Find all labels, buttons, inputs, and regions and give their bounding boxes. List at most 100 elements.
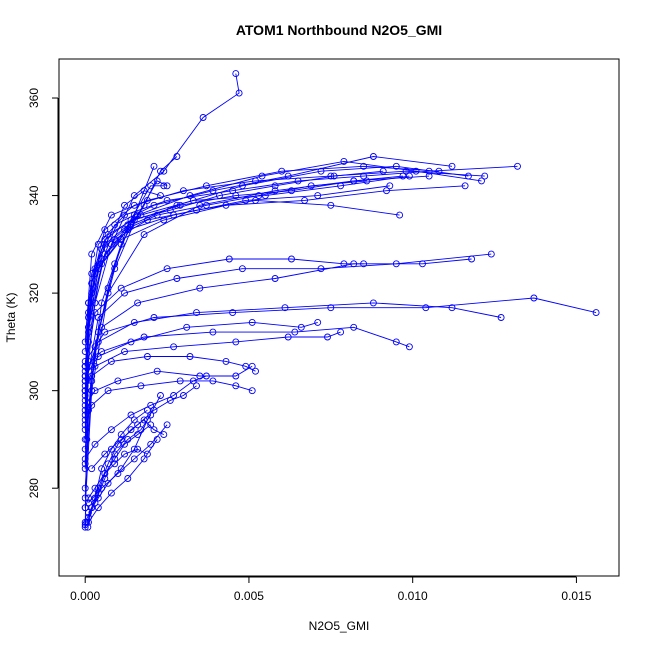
data-point bbox=[147, 421, 155, 429]
data-series bbox=[81, 162, 443, 346]
data-point bbox=[111, 455, 119, 463]
series-line bbox=[91, 385, 197, 470]
data-point bbox=[121, 211, 128, 219]
data-point bbox=[147, 401, 155, 409]
data-point bbox=[104, 387, 112, 395]
series-line bbox=[84, 185, 390, 411]
data-point bbox=[186, 192, 194, 200]
data-point bbox=[81, 387, 89, 395]
data-point bbox=[235, 89, 243, 97]
data-point bbox=[153, 211, 161, 219]
data-point bbox=[130, 201, 138, 209]
data-point bbox=[101, 236, 109, 243]
data-point bbox=[209, 328, 217, 336]
data-point bbox=[248, 387, 256, 395]
data-point bbox=[88, 465, 96, 473]
data-point bbox=[143, 353, 151, 360]
data-point bbox=[163, 265, 171, 273]
data-point bbox=[369, 153, 377, 160]
x-axis-label: N2O5_GMI bbox=[309, 619, 370, 633]
data-point bbox=[114, 377, 122, 385]
series-line bbox=[84, 185, 164, 469]
y-axis-label: Theta (K) bbox=[4, 292, 18, 342]
data-series bbox=[81, 445, 151, 512]
data-point bbox=[448, 304, 456, 312]
data-point bbox=[121, 440, 128, 448]
data-point bbox=[140, 455, 148, 463]
data-point bbox=[186, 353, 194, 360]
data-series bbox=[85, 392, 164, 517]
data-series bbox=[85, 421, 171, 507]
data-point bbox=[121, 201, 128, 209]
data-point bbox=[396, 211, 404, 219]
data-point bbox=[435, 167, 443, 175]
data-point bbox=[134, 445, 142, 453]
data-point bbox=[140, 201, 148, 209]
data-point bbox=[307, 182, 315, 190]
data-point bbox=[193, 382, 200, 390]
data-point bbox=[340, 260, 348, 268]
data-point bbox=[170, 343, 178, 351]
data-point bbox=[81, 362, 89, 370]
data-point bbox=[340, 157, 348, 165]
series-line bbox=[84, 297, 597, 362]
data-point bbox=[530, 294, 538, 302]
data-point bbox=[150, 314, 158, 321]
series-line bbox=[84, 253, 492, 391]
data-series bbox=[81, 172, 407, 385]
data-point bbox=[166, 206, 174, 214]
data-point bbox=[196, 284, 204, 292]
data-series bbox=[81, 255, 368, 375]
data-point bbox=[360, 162, 368, 170]
data-point bbox=[514, 162, 521, 170]
series-line bbox=[86, 414, 152, 523]
data-point bbox=[252, 367, 259, 375]
data-point bbox=[81, 421, 89, 429]
series-line bbox=[84, 199, 400, 420]
data-point bbox=[111, 221, 119, 229]
data-point bbox=[143, 416, 151, 424]
data-point bbox=[222, 357, 230, 365]
data-point bbox=[193, 309, 200, 317]
x-tick-label: 0.010 bbox=[398, 589, 428, 603]
x-tick-label: 0.015 bbox=[561, 589, 591, 603]
data-point bbox=[101, 250, 109, 258]
data-point bbox=[350, 323, 358, 331]
data-point bbox=[232, 70, 240, 78]
data-point bbox=[81, 465, 89, 473]
data-point bbox=[399, 172, 407, 180]
data-point bbox=[150, 406, 158, 414]
data-point bbox=[134, 421, 142, 429]
data-point bbox=[85, 299, 92, 307]
data-point bbox=[392, 162, 400, 170]
data-point bbox=[127, 338, 135, 346]
data-point bbox=[114, 470, 122, 478]
data-point bbox=[379, 167, 387, 175]
data-point bbox=[189, 377, 197, 385]
data-point bbox=[242, 196, 250, 204]
data-point bbox=[278, 167, 286, 175]
series-line bbox=[84, 258, 472, 382]
data-point bbox=[88, 250, 96, 258]
data-point bbox=[88, 504, 96, 512]
data-point bbox=[202, 201, 210, 209]
data-point bbox=[85, 509, 92, 517]
data-point bbox=[98, 484, 106, 492]
data-point bbox=[592, 309, 600, 317]
data-point bbox=[98, 323, 106, 331]
data-point bbox=[170, 392, 178, 399]
y-axis: 280 300 320 340 360 bbox=[27, 88, 59, 498]
data-point bbox=[291, 328, 299, 336]
data-point bbox=[314, 192, 322, 200]
series-line bbox=[84, 356, 256, 391]
data-point bbox=[405, 172, 413, 180]
data-point bbox=[104, 479, 112, 487]
data-point bbox=[271, 182, 279, 190]
data-point bbox=[157, 167, 164, 175]
data-point bbox=[202, 372, 210, 380]
data-point bbox=[281, 304, 289, 312]
data-point bbox=[88, 279, 96, 287]
data-point bbox=[121, 348, 128, 356]
series-line bbox=[84, 180, 367, 396]
data-point bbox=[137, 382, 145, 390]
